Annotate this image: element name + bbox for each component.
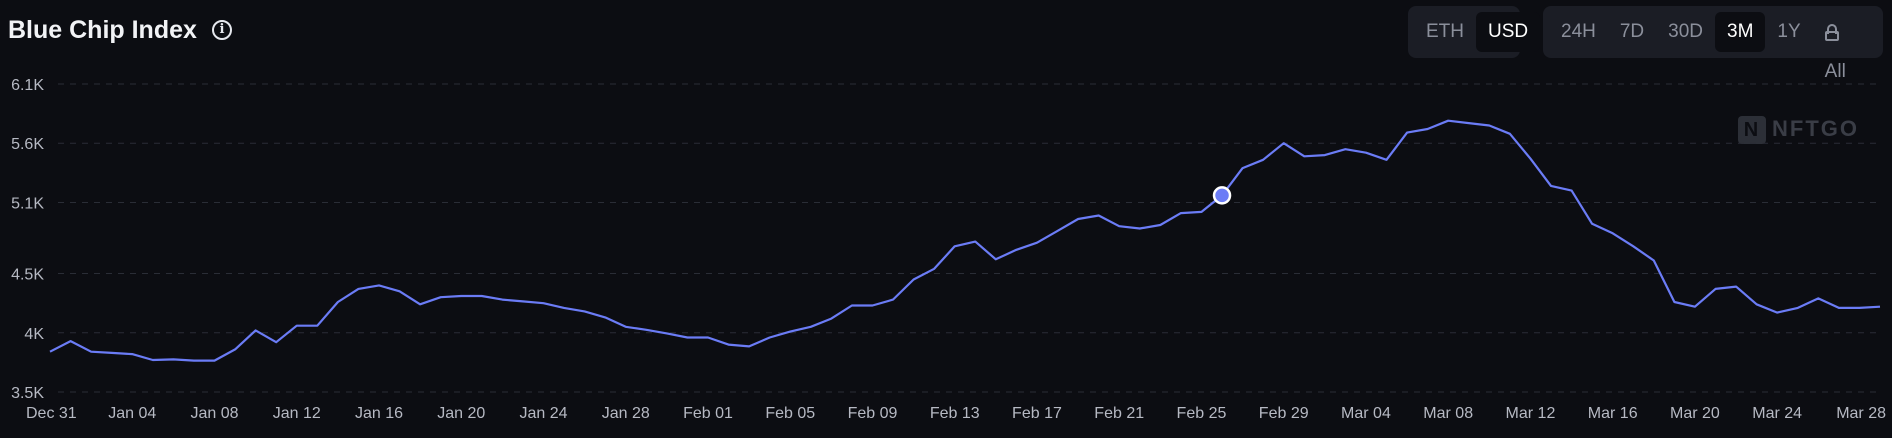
y-tick-label: 5.1K [11, 195, 44, 212]
watermark-text: NFTGO [1772, 116, 1859, 141]
x-tick-label: Jan 16 [355, 405, 403, 422]
nftgo-logo-icon: N [1738, 116, 1766, 145]
x-tick-label: Feb 29 [1259, 405, 1309, 422]
x-tick-label: Feb 17 [1012, 405, 1062, 422]
x-tick-label: Jan 20 [437, 405, 485, 422]
x-tick-label: Jan 04 [108, 405, 156, 422]
y-tick-label: 6.1K [11, 77, 44, 94]
range-3m-button[interactable]: 3M [1715, 12, 1766, 52]
x-tick-label: Mar 12 [1506, 405, 1556, 422]
x-tick-label: Feb 05 [765, 405, 815, 422]
x-tick-label: Mar 16 [1588, 405, 1638, 422]
x-tick-label: Jan 28 [602, 405, 650, 422]
x-tick-label: Mar 04 [1341, 405, 1391, 422]
y-tick-label: 4.5K [11, 267, 44, 284]
range-1y-button[interactable]: 1Y [1777, 21, 1801, 42]
x-tick-label: Mar 08 [1423, 405, 1473, 422]
x-tick-label: Feb 13 [930, 405, 980, 422]
range-30d-button[interactable]: 30D [1668, 21, 1704, 42]
x-tick-label: Feb 21 [1094, 405, 1144, 422]
chart-header: Blue Chip Index i ETH USD 24H 7D 30D 3M … [0, 0, 1892, 82]
range-all-label: All [1824, 61, 1846, 82]
currency-toggle: ETH USD [1408, 6, 1541, 58]
x-tick-label: Feb 09 [848, 405, 898, 422]
x-tick-label: Jan 24 [519, 405, 567, 422]
y-tick-label: 5.6K [11, 136, 44, 153]
currency-usd-button[interactable]: USD [1476, 12, 1541, 52]
x-tick-label: Dec 31 [26, 405, 77, 422]
nftgo-watermark: N NFTGO [1738, 116, 1859, 145]
x-tick-label: Feb 01 [683, 405, 733, 422]
range-all-button[interactable]: All [1813, 12, 1877, 82]
range-24h-button[interactable]: 24H [1561, 21, 1596, 42]
range-7d-button[interactable]: 7D [1619, 21, 1645, 42]
x-tick-label: Mar 28 [1836, 405, 1886, 422]
x-tick-label: Feb 25 [1177, 405, 1227, 422]
x-tick-label: Jan 08 [190, 405, 238, 422]
x-tick-label: Jan 12 [273, 405, 321, 422]
y-tick-label: 4K [24, 326, 44, 343]
y-tick-label: 3.5K [11, 385, 44, 402]
x-tick-label: Mar 20 [1670, 405, 1720, 422]
page-title: Blue Chip Index [8, 16, 197, 44]
highlight-point [1212, 186, 1232, 205]
info-icon[interactable]: i [212, 20, 232, 40]
series-line [49, 119, 1881, 362]
lock-icon [1824, 23, 1839, 41]
currency-eth-button[interactable]: ETH [1426, 21, 1464, 42]
time-range-selector: 24H 7D 30D 3M 1Y All [1543, 6, 1883, 82]
x-tick-label: Mar 24 [1752, 405, 1802, 422]
